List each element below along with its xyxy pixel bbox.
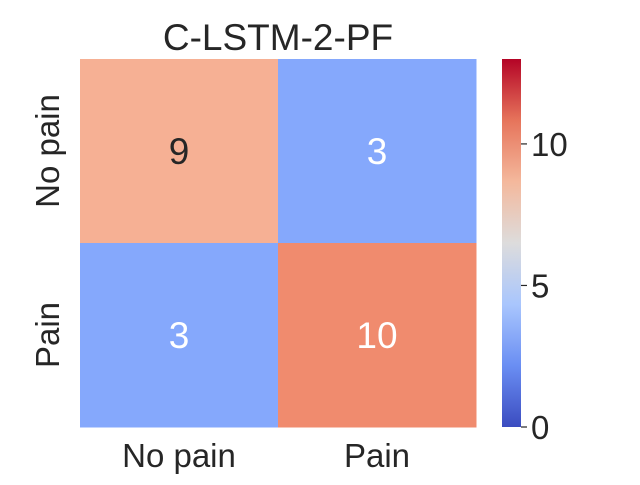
y-tick-labels: No pain Pain: [29, 94, 66, 368]
heatmap-cell: [80, 59, 279, 244]
x-tick-labels: No pain Pain: [122, 437, 410, 474]
colorbar-tick-label: 10: [531, 126, 568, 163]
heatmap-cell: [278, 243, 477, 428]
heatmap-cell: [278, 59, 477, 244]
x-tick-label: No pain: [122, 437, 236, 474]
heatmap-cells: [80, 59, 477, 428]
colorbar-tick-label: 5: [531, 267, 549, 304]
cell-value-label: 3: [169, 315, 190, 356]
cell-value-label: 9: [169, 131, 190, 172]
chart-title: C-LSTM-2-PF: [163, 17, 393, 58]
colorbar-gradient: [502, 59, 521, 427]
cell-value-label: 10: [356, 315, 397, 356]
y-tick-label: Pain: [29, 302, 66, 368]
colorbar-tick-label: 0: [531, 409, 549, 446]
x-tick-label: Pain: [344, 437, 410, 474]
cell-value-label: 3: [367, 131, 388, 172]
y-tick-label: No pain: [29, 94, 66, 208]
colorbar: 0 5 10: [502, 59, 568, 446]
heatmap-cell: [80, 243, 279, 428]
heatmap-annotations: 9 3 3 10: [169, 131, 398, 356]
colorbar-ticks: 0 5 10: [521, 126, 568, 446]
